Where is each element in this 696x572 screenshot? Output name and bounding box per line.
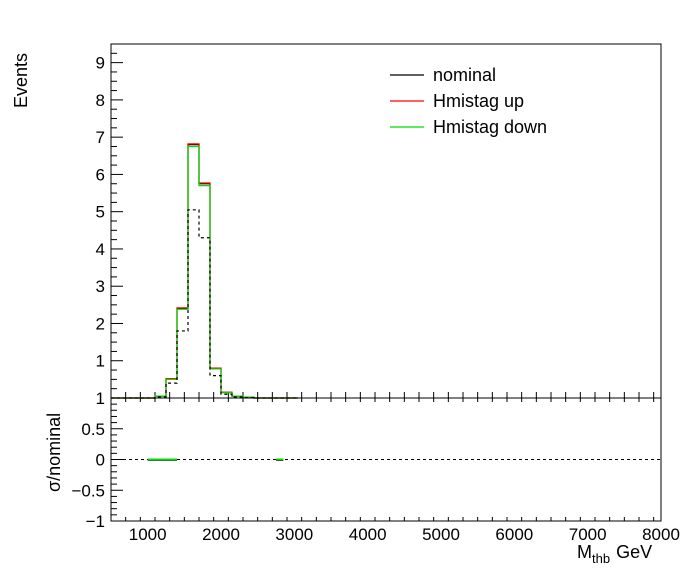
lower-frame [110, 397, 662, 522]
legend-label: Hmistag up [433, 91, 524, 111]
x-tick-label: 1000 [129, 525, 167, 544]
upper-y-tick-label: 2 [96, 314, 105, 333]
upper-panel: 1 2 3 4 5 6 7 8 9 [96, 43, 662, 399]
series-hmistag-up-line [111, 143, 298, 399]
upper-y-tick-label: 3 [96, 277, 105, 296]
upper-y-tick-label: 1 [96, 352, 105, 371]
x-tick-label: 2000 [202, 525, 240, 544]
upper-y-tick-label: 6 [96, 165, 105, 184]
lower-y-tick-label: 0 [96, 451, 105, 470]
x-tick-label: 3000 [275, 525, 313, 544]
upper-y-tick-label: 8 [96, 91, 105, 110]
upper-y-tick-label: 4 [96, 240, 105, 259]
lower-y-tick-label: −1 [86, 512, 105, 531]
lower-panel: 1000 2000 3000 4000 5000 6000 7000 8000 −1 −0.5 0 0… [71, 389, 679, 544]
upper-frame [110, 43, 662, 399]
x-tick-label: 6000 [495, 525, 533, 544]
x-axis-title-sub: thb [592, 551, 610, 566]
upper-y-tick-label: 7 [96, 128, 105, 147]
lower-y-tick-label: 1 [96, 389, 105, 408]
series-dashed-line [111, 209, 298, 399]
x-tick-label: 7000 [569, 525, 607, 544]
x-axis-title-main: M [577, 542, 592, 562]
legend-label: nominal [433, 65, 496, 85]
lower-y-tick-label: 0.5 [81, 420, 105, 439]
x-axis-title: Mthb GeV [577, 542, 652, 566]
y-axis-title-bottom: σ/nominal [44, 413, 64, 492]
legend: nominal Hmistag up Hmistag down [390, 65, 547, 137]
upper-y-tick-label: 5 [96, 203, 105, 222]
legend-label: Hmistag down [433, 117, 547, 137]
lower-y-tick-label: −0.5 [71, 481, 105, 500]
x-tick-label: 5000 [422, 525, 460, 544]
upper-y-tick-label: 9 [96, 54, 105, 73]
x-axis-title-unit: GeV [616, 542, 652, 562]
x-tick-label: 8000 [642, 525, 680, 544]
x-tick-label: 4000 [349, 525, 387, 544]
y-axis-title-top: Events [11, 53, 31, 108]
